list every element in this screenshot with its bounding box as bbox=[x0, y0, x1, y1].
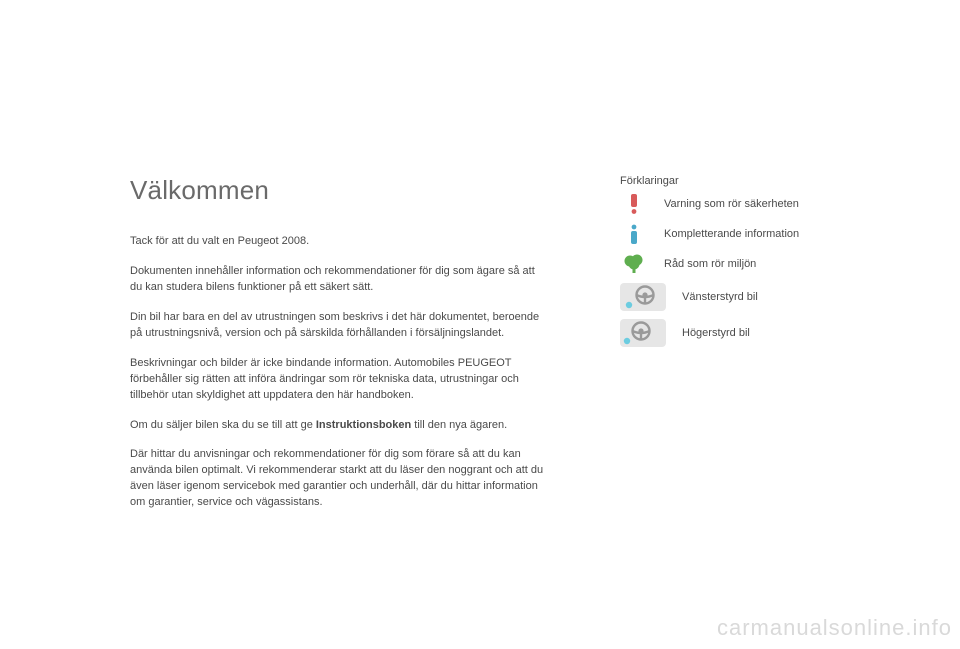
right-column: Förklaringar Varning som rör säkerheten bbox=[620, 175, 880, 525]
legend-label: Kompletterande information bbox=[664, 228, 799, 240]
legend-row-lhd: Vänsterstyrd bil bbox=[620, 283, 880, 311]
legend-row-eco: Råd som rör miljön bbox=[620, 253, 880, 275]
text-run: Om du säljer bilen ska du se till att ge bbox=[130, 419, 316, 431]
text-run: till den nya ägaren. bbox=[411, 419, 507, 431]
legend-row-info: Kompletterande information bbox=[620, 223, 880, 245]
body-paragraph: Där hittar du anvisningar och rekommenda… bbox=[130, 447, 550, 511]
watermark: carmanualsonline.info bbox=[717, 615, 952, 641]
body-paragraph: Beskrivningar och bilder är icke bindand… bbox=[130, 356, 550, 404]
body-paragraph: Om du säljer bilen ska du se till att ge… bbox=[130, 418, 550, 434]
left-column: Välkommen Tack för att du valt en Peugeo… bbox=[130, 175, 550, 525]
legend-label: Varning som rör säkerheten bbox=[664, 198, 799, 210]
legend-title: Förklaringar bbox=[620, 175, 880, 187]
steering-left-icon bbox=[620, 283, 666, 311]
legend-label: Vänsterstyrd bil bbox=[682, 291, 758, 303]
page-title: Välkommen bbox=[130, 175, 550, 206]
legend-row-warning: Varning som rör säkerheten bbox=[620, 193, 880, 215]
legend-row-rhd: Högerstyrd bil bbox=[620, 319, 880, 347]
steering-right-icon bbox=[620, 319, 666, 347]
warning-icon bbox=[620, 193, 648, 215]
legend-label: Råd som rör miljön bbox=[664, 258, 756, 270]
info-icon bbox=[620, 223, 648, 245]
page: Välkommen Tack för att du valt en Peugeo… bbox=[0, 0, 960, 649]
body-paragraph: Din bil har bara en del av utrustningen … bbox=[130, 310, 550, 342]
tree-icon bbox=[620, 253, 648, 275]
intro-paragraph: Tack för att du valt en Peugeot 2008. bbox=[130, 234, 550, 250]
columns: Välkommen Tack för att du valt en Peugeo… bbox=[130, 175, 900, 525]
body-paragraph: Dokumenten innehåller information och re… bbox=[130, 264, 550, 296]
text-bold: Instruktionsboken bbox=[316, 419, 411, 431]
legend-label: Högerstyrd bil bbox=[682, 327, 750, 339]
